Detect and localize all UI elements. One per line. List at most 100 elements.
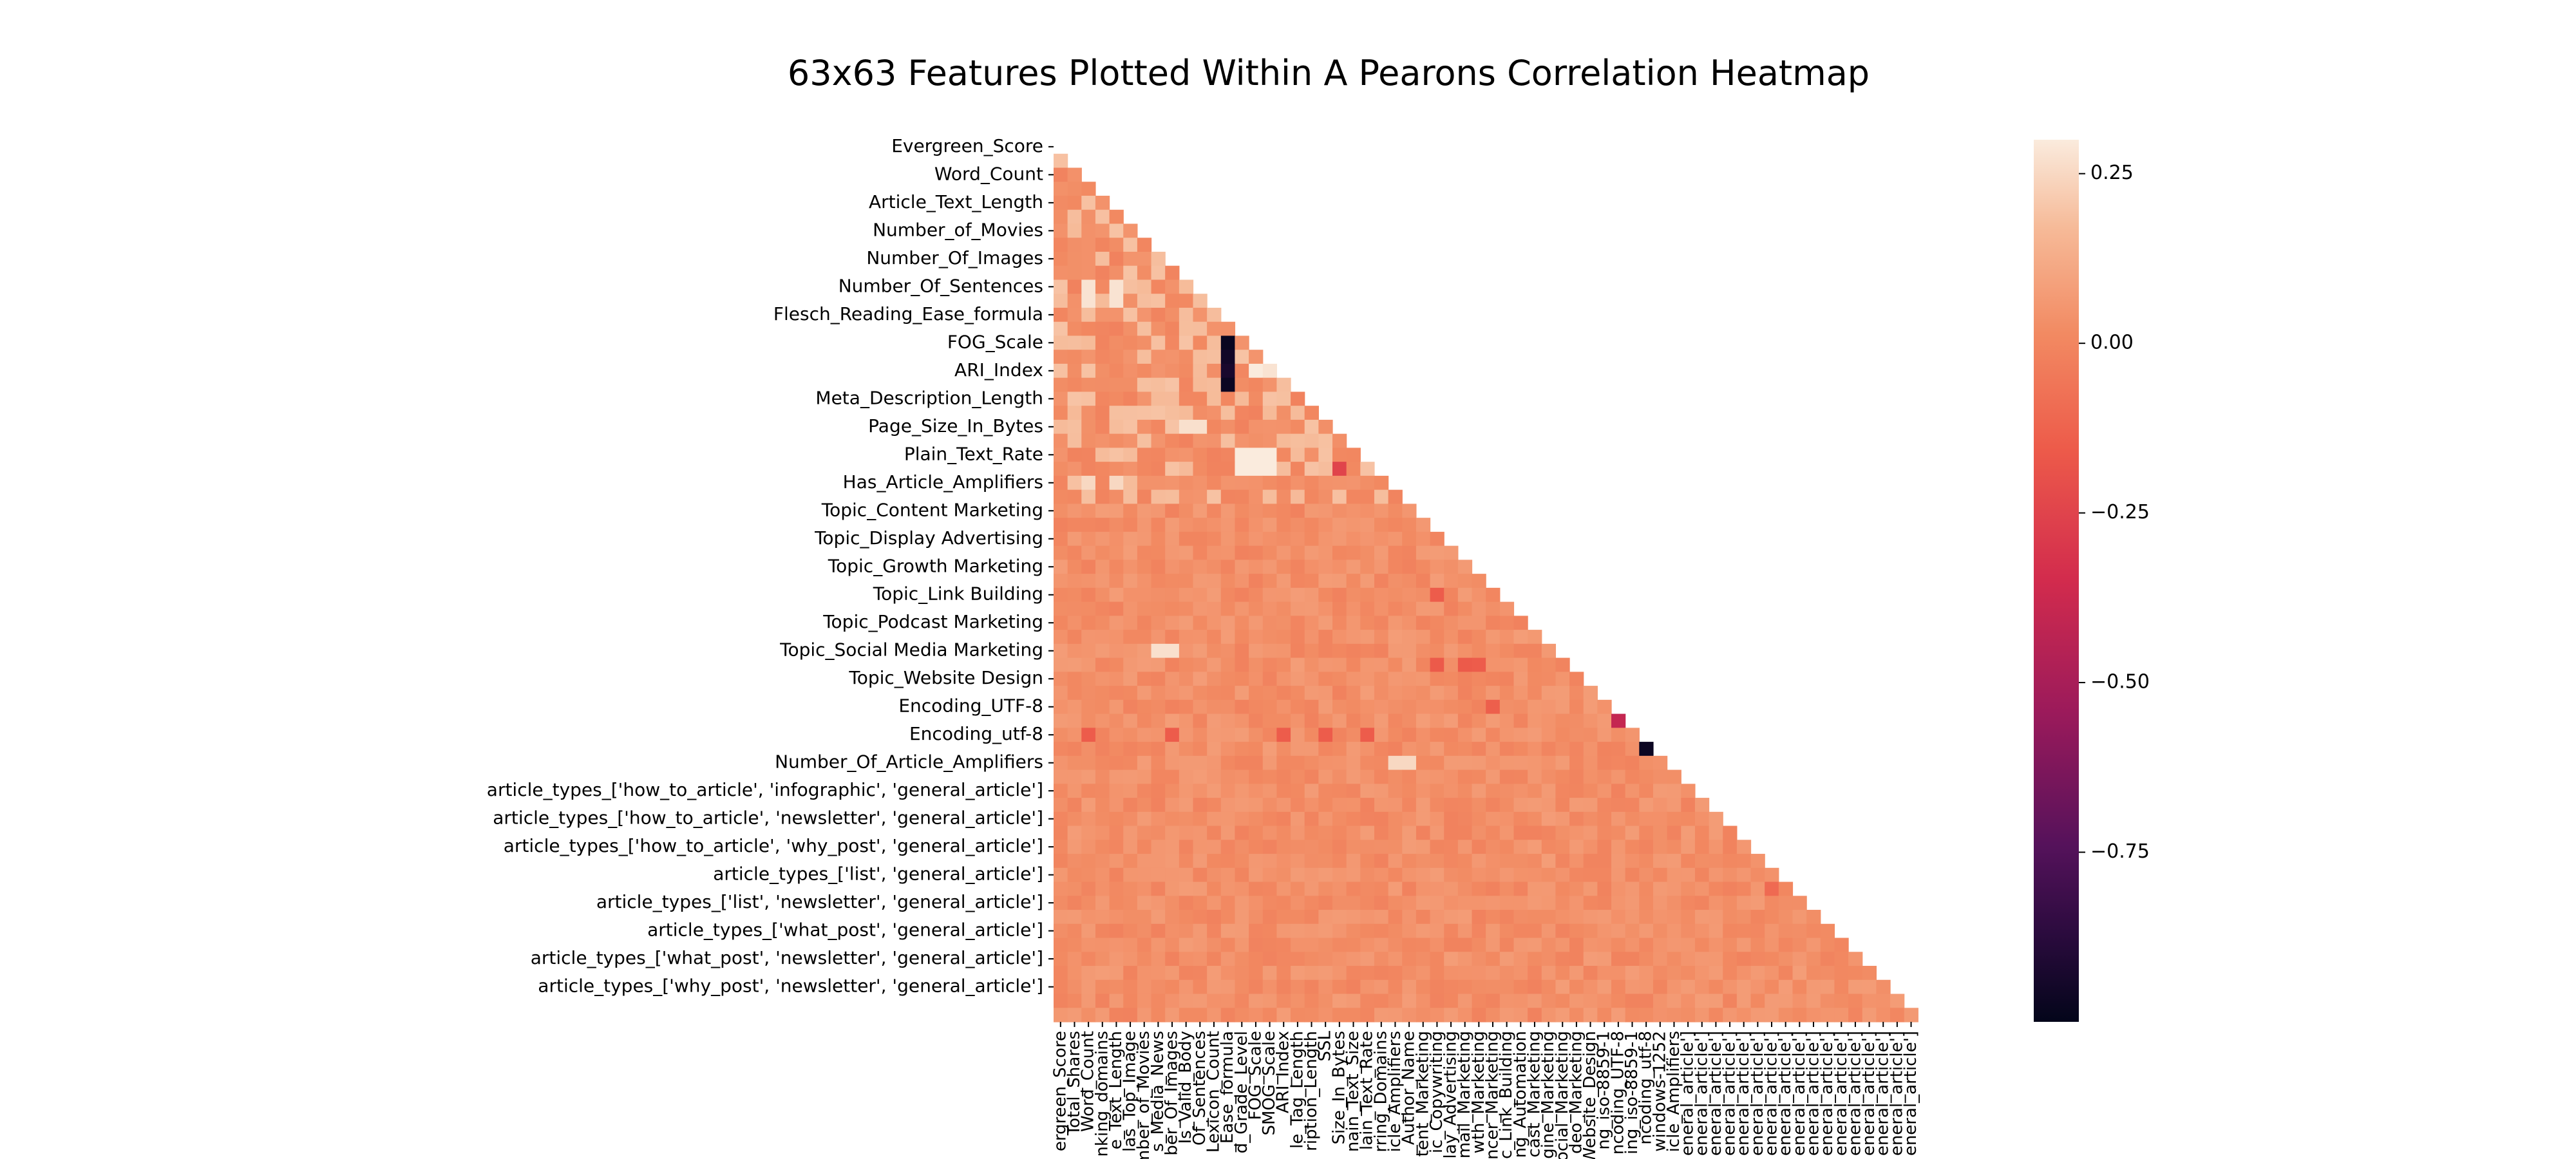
heatmap-cell — [1318, 798, 1333, 813]
heatmap-cell — [1081, 363, 1096, 379]
heatmap-cell — [1207, 994, 1222, 1008]
heatmap-cell — [1054, 825, 1068, 840]
heatmap-cell — [1416, 938, 1431, 952]
heatmap-cell — [1332, 489, 1347, 504]
heatmap-cell — [1541, 1008, 1557, 1022]
heatmap-cell — [1736, 910, 1752, 925]
heatmap-cell — [1667, 840, 1681, 854]
heatmap-cell — [1457, 881, 1473, 896]
heatmap-cell — [1151, 979, 1166, 995]
heatmap-cell — [1207, 574, 1222, 589]
heatmap-cell — [1346, 784, 1361, 798]
heatmap-cell — [1416, 616, 1431, 630]
heatmap-cell — [1597, 811, 1612, 827]
heatmap-cell — [1694, 979, 1710, 995]
heatmap-cell — [1054, 713, 1068, 728]
heatmap-cell — [1220, 616, 1236, 630]
heatmap-cell — [1067, 672, 1082, 686]
heatmap-cell — [1179, 545, 1194, 560]
heatmap-cell — [1165, 713, 1180, 728]
heatmap-cell — [1304, 825, 1319, 840]
heatmap-cell — [1054, 952, 1068, 966]
heatmap-cell — [1332, 504, 1347, 518]
heatmap-cell — [1625, 854, 1640, 869]
heatmap-cell — [1667, 994, 1681, 1008]
heatmap-cell — [1416, 784, 1431, 798]
heatmap-cell — [1486, 979, 1501, 995]
heatmap-cell — [1220, 630, 1236, 645]
heatmap-cell — [1123, 854, 1138, 869]
heatmap-cell — [1583, 966, 1598, 981]
heatmap-cell — [1360, 923, 1375, 939]
heatmap-cell — [1569, 755, 1584, 771]
heatmap-cell — [1123, 560, 1138, 574]
heatmap-cell — [1360, 475, 1375, 491]
heatmap-cell — [1165, 643, 1180, 659]
heatmap-cell — [1332, 769, 1347, 784]
heatmap-cell — [1291, 938, 1305, 952]
heatmap-cell — [1220, 433, 1236, 449]
heatmap-cell — [1388, 616, 1403, 630]
heatmap-cell — [1081, 419, 1096, 435]
heatmap-cell — [1583, 896, 1598, 910]
heatmap-cell — [1165, 265, 1180, 281]
heatmap-cell — [1667, 784, 1681, 798]
heatmap-cell — [1360, 560, 1375, 574]
heatmap-cell — [1165, 307, 1180, 323]
heatmap-cell — [1555, 784, 1570, 798]
heatmap-cell — [1513, 630, 1528, 645]
heatmap-cell — [1067, 1008, 1082, 1022]
heatmap-cell — [1374, 910, 1389, 925]
heatmap-cell — [1513, 798, 1528, 813]
heatmap-cell — [1499, 840, 1515, 854]
heatmap-cell — [1179, 657, 1194, 672]
heatmap-cell — [1262, 504, 1278, 518]
heatmap-cell — [1165, 784, 1180, 798]
heatmap-cell — [1165, 279, 1180, 294]
heatmap-cell — [1151, 504, 1166, 518]
heatmap-cell — [1165, 896, 1180, 910]
heatmap-cell — [1235, 545, 1249, 560]
heatmap-cell — [1862, 966, 1877, 981]
heatmap-cell — [1597, 713, 1612, 728]
heatmap-cell — [1165, 840, 1180, 854]
heatmap-cell — [1472, 896, 1486, 910]
heatmap-cell — [1792, 1008, 1807, 1022]
heatmap-cell — [1402, 518, 1417, 532]
heatmap-cell — [1416, 560, 1431, 574]
heatmap-cell — [1318, 923, 1333, 939]
heatmap-cell — [1444, 923, 1459, 939]
heatmap-cell — [1262, 728, 1278, 742]
heatmap-cell — [1081, 195, 1096, 211]
heatmap-cell — [1081, 643, 1096, 659]
heatmap-cell — [1081, 1008, 1096, 1022]
heatmap-cell — [1109, 840, 1124, 854]
heatmap-cell — [1778, 979, 1794, 995]
heatmap-cell — [1472, 840, 1486, 854]
heatmap-cell — [1360, 699, 1375, 715]
x-tick-label: eneral_article'] — [1762, 1031, 1781, 1156]
heatmap-cell — [1193, 307, 1208, 323]
heatmap-cell — [1625, 966, 1640, 981]
heatmap-cell — [1346, 489, 1361, 504]
heatmap-cell — [1402, 713, 1417, 728]
heatmap-cell — [1583, 742, 1598, 757]
heatmap-cell — [1165, 587, 1180, 603]
heatmap-cell — [1402, 769, 1417, 784]
heatmap-cell — [1541, 994, 1557, 1008]
heatmap-cell — [1235, 798, 1249, 813]
x-tick-label: eneral_article'] — [1817, 1031, 1837, 1156]
heatmap-cell — [1193, 867, 1208, 883]
heatmap-cell — [1360, 896, 1375, 910]
heatmap-cell — [1235, 867, 1249, 883]
heatmap-cell — [1123, 601, 1138, 616]
x-tick-label: ing_iso-8859-1 — [1622, 1031, 1642, 1154]
heatmap-cell — [1569, 699, 1584, 715]
heatmap-cell — [1346, 798, 1361, 813]
x-tick-label: rring_Domains — [1371, 1031, 1390, 1153]
x-tick-label: eneral_article'] — [1720, 1031, 1739, 1156]
heatmap-cell — [1137, 321, 1152, 337]
heatmap-cell — [1151, 560, 1166, 574]
heatmap-cell — [1388, 630, 1403, 645]
heatmap-cell — [1667, 966, 1681, 981]
